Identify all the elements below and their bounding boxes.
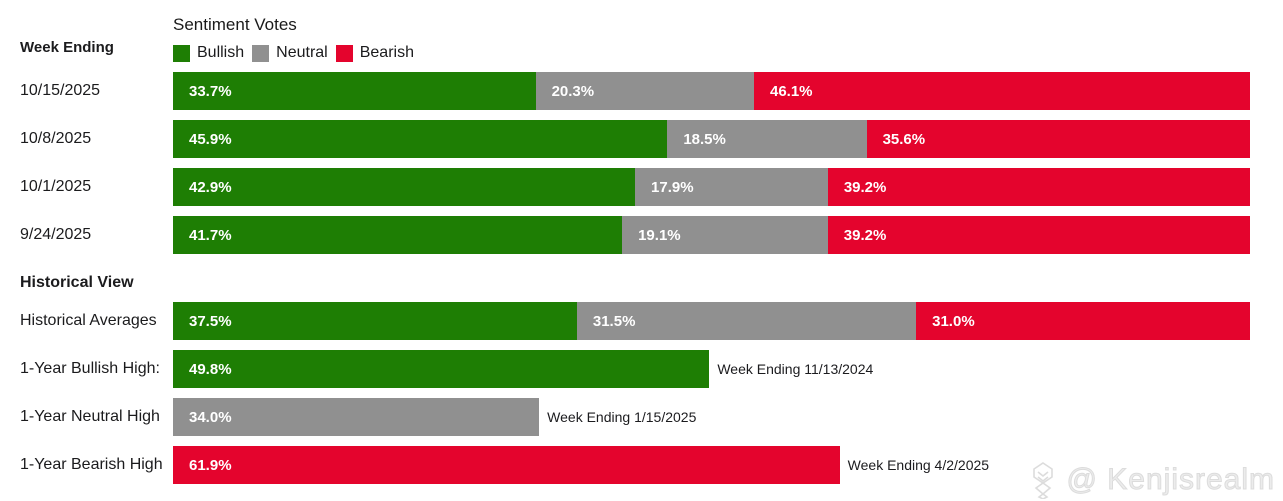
neutral-segment: 18.5%	[667, 120, 867, 158]
segment-value-label: 31.0%	[932, 312, 975, 330]
bearish-segment: 35.6%	[866, 120, 1250, 158]
segment-value-label: 37.5%	[189, 312, 232, 330]
segment-value-label: 45.9%	[189, 130, 232, 148]
segment-value-label: 34.0%	[189, 408, 232, 426]
legend-item-bullish: Bullish	[173, 44, 244, 62]
bullish-high-row: 1-Year Bullish High: 49.8% Week Ending 1…	[0, 350, 1283, 388]
sentiment-row: 10/15/2025 33.7% 20.3% 46.1%	[0, 72, 1283, 110]
segment-value-label: 35.6%	[882, 130, 926, 148]
bullish-segment: 37.5%	[173, 302, 577, 340]
bearish-segment: 46.1%	[753, 72, 1250, 110]
bullish-segment: 49.8%	[173, 350, 710, 388]
legend-label-neutral: Neutral	[276, 44, 328, 61]
segment-value-label: 17.9%	[651, 178, 694, 196]
row-label: 1-Year Bearish High	[20, 456, 163, 473]
segment-value-label: 39.2%	[843, 226, 887, 244]
neutral-segment: 19.1%	[622, 216, 828, 254]
stacked-bar: 33.7% 20.3% 46.1%	[173, 72, 1250, 110]
bearish-segment: 39.2%	[827, 216, 1250, 254]
stacked-bar: 41.7% 19.1% 39.2%	[173, 216, 1250, 254]
legend-item-neutral: Neutral	[252, 44, 328, 62]
segment-value-label: 20.3%	[551, 82, 595, 100]
single-bar: 61.9% Week Ending 4/2/2025	[173, 446, 1250, 484]
bearish-swatch-icon	[335, 44, 353, 62]
segment-value-label: 42.9%	[189, 178, 232, 196]
chart-header: Week Ending Sentiment Votes Bullish Neut…	[0, 0, 1283, 72]
bearish-high-row: 1-Year Bearish High 61.9% Week Ending 4/…	[0, 446, 1283, 484]
segment-value-label: 39.2%	[843, 178, 887, 196]
historical-averages-row: Historical Averages 37.5% 31.5% 31.0%	[0, 302, 1283, 340]
stacked-bar: 37.5% 31.5% 31.0%	[173, 302, 1250, 340]
segment-value-label: 33.7%	[189, 82, 232, 100]
bullish-swatch-icon	[173, 44, 190, 62]
bearish-segment: 39.2%	[827, 168, 1250, 206]
neutral-swatch-icon	[252, 44, 270, 62]
week-ending-annotation: Week Ending 4/2/2025	[847, 457, 990, 473]
sentiment-row: 10/8/2025 45.9% 18.5% 35.6%	[0, 120, 1283, 158]
row-label: 1-Year Bullish High:	[20, 360, 160, 377]
single-bar: 49.8% Week Ending 11/13/2024	[173, 350, 1250, 388]
week-ending-date: 10/1/2025	[20, 178, 92, 195]
week-ending-date: 9/24/2025	[20, 226, 92, 243]
neutral-segment: 17.9%	[635, 168, 828, 206]
sentiment-row: 10/1/2025 42.9% 17.9% 39.2%	[0, 168, 1283, 206]
neutral-segment: 34.0%	[173, 398, 540, 436]
historical-view-header: Historical View	[20, 274, 134, 291]
bullish-segment: 42.9%	[173, 168, 636, 206]
segment-value-label: 61.9%	[189, 456, 232, 474]
single-bar: 34.0% Week Ending 1/15/2025	[173, 398, 1250, 436]
bearish-segment: 61.9%	[173, 446, 840, 484]
neutral-segment: 20.3%	[535, 72, 754, 110]
segment-value-label: 18.5%	[683, 130, 726, 148]
legend: Bullish Neutral Bearish	[173, 44, 414, 62]
segment-value-label: 19.1%	[638, 226, 681, 244]
segment-value-label: 31.5%	[592, 312, 636, 330]
row-label: Historical Averages	[20, 312, 157, 329]
legend-label-bullish: Bullish	[197, 44, 245, 61]
row-label: 1-Year Neutral High	[20, 408, 160, 425]
stacked-bar: 45.9% 18.5% 35.6%	[173, 120, 1250, 158]
week-ending-date: 10/8/2025	[20, 130, 92, 147]
stacked-bar: 42.9% 17.9% 39.2%	[173, 168, 1250, 206]
bullish-segment: 33.7%	[173, 72, 536, 110]
sentiment-row: 9/24/2025 41.7% 19.1% 39.2%	[0, 216, 1283, 254]
week-ending-annotation: Week Ending 11/13/2024	[717, 361, 874, 377]
neutral-high-row: 1-Year Neutral High 34.0% Week Ending 1/…	[0, 398, 1283, 436]
segment-value-label: 49.8%	[189, 360, 232, 378]
week-ending-date: 10/15/2025	[20, 82, 101, 99]
week-ending-annotation: Week Ending 1/15/2025	[547, 409, 697, 425]
bullish-segment: 41.7%	[173, 216, 623, 254]
neutral-segment: 31.5%	[576, 302, 917, 340]
bearish-segment: 31.0%	[916, 302, 1250, 340]
segment-value-label: 41.7%	[189, 226, 232, 244]
legend-label-bearish: Bearish	[359, 44, 414, 61]
legend-item-bearish: Bearish	[335, 44, 414, 62]
bullish-segment: 45.9%	[173, 120, 668, 158]
week-ending-column-header: Week Ending	[20, 39, 114, 56]
chart-title: Sentiment Votes	[173, 15, 297, 34]
segment-value-label: 46.1%	[769, 82, 813, 100]
